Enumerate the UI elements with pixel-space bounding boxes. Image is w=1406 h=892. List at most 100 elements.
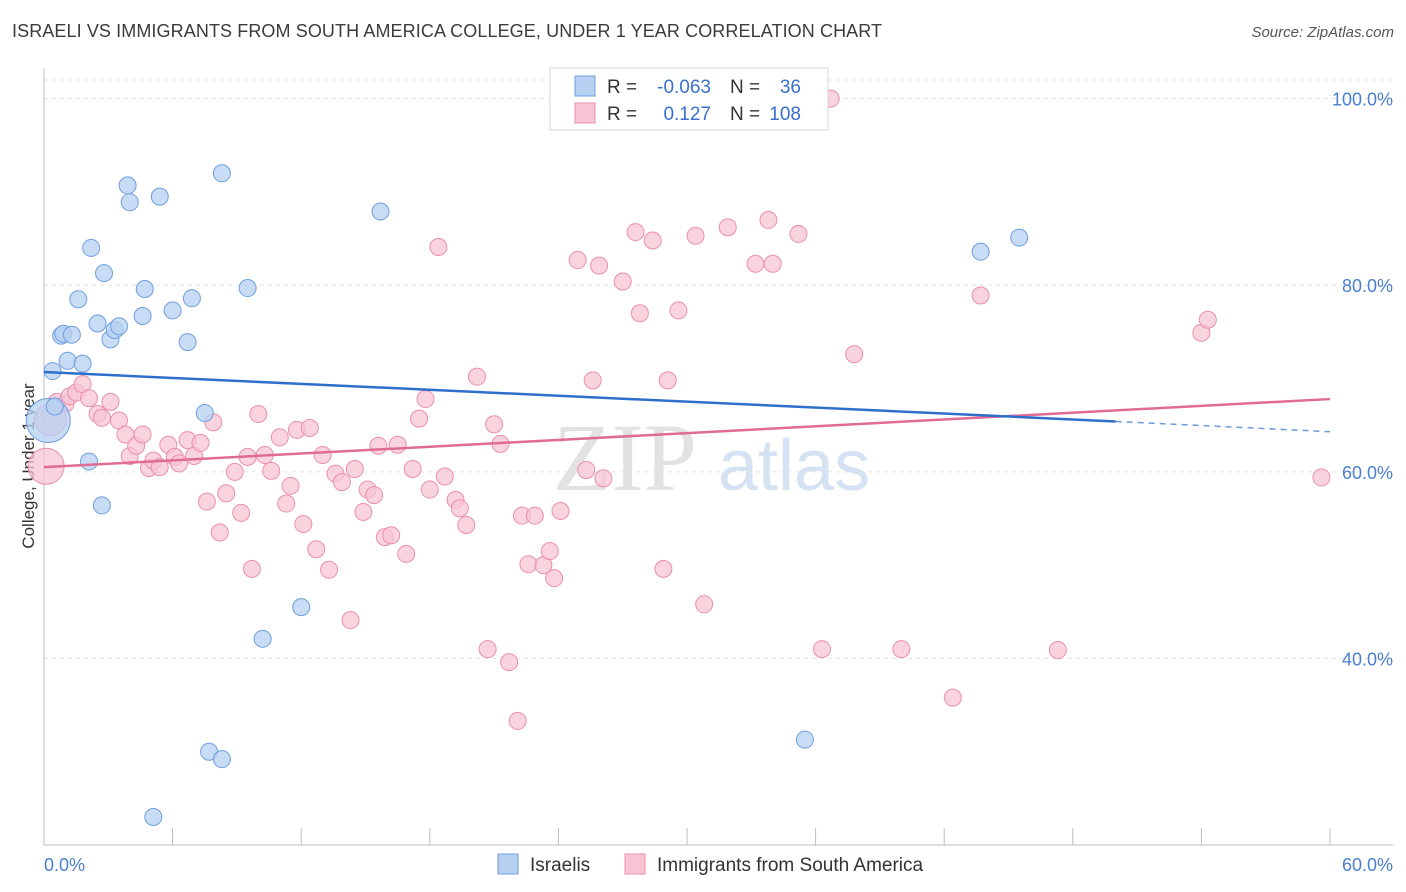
immigrants-point xyxy=(416,390,435,409)
israelis-point xyxy=(80,452,99,471)
immigrants-point xyxy=(759,210,778,229)
israelis-point xyxy=(150,187,169,206)
immigrants-point xyxy=(92,408,111,427)
israelis-point xyxy=(118,176,137,195)
immigrants-point xyxy=(429,237,448,256)
immigrants-point xyxy=(80,389,99,408)
immigrants-point xyxy=(508,711,527,730)
immigrants-point xyxy=(478,640,497,659)
israelis-point xyxy=(95,264,114,283)
immigrants-point xyxy=(971,286,990,305)
immigrants-point xyxy=(232,503,251,522)
immigrants-point xyxy=(845,345,864,364)
y-tick-label: 60.0% xyxy=(1342,463,1393,483)
immigrants-point xyxy=(320,560,339,579)
immigrants-point xyxy=(519,555,538,574)
immigrants-point xyxy=(583,371,602,390)
immigrants-point xyxy=(388,435,407,454)
israelis-point xyxy=(292,598,311,617)
immigrants-point xyxy=(467,367,486,386)
israelis-point xyxy=(110,317,129,336)
immigrants-point xyxy=(170,454,189,473)
immigrants-point xyxy=(613,272,632,291)
watermark-atlas: atlas xyxy=(718,426,870,506)
immigrants-point xyxy=(718,218,737,237)
immigrants-point xyxy=(892,640,911,659)
immigrants-point xyxy=(307,540,326,559)
bottom-legend-swatch-israelis xyxy=(497,853,519,875)
immigrants-point xyxy=(300,418,319,437)
immigrants-point xyxy=(242,559,261,578)
israelis-point xyxy=(62,325,81,344)
legend-swatch-israelis xyxy=(574,75,596,97)
legend-n-label-1: N = xyxy=(730,77,760,98)
israelis-point xyxy=(82,238,101,257)
immigrants-point xyxy=(551,502,570,521)
stats-legend-box xyxy=(549,67,829,131)
immigrants-point xyxy=(354,502,373,521)
israelis-trend-line xyxy=(43,370,1116,423)
immigrants-point xyxy=(457,516,476,535)
israelis-point xyxy=(212,164,231,183)
immigrants-point xyxy=(101,392,120,411)
immigrants-point xyxy=(1312,468,1331,487)
immigrants-point xyxy=(577,460,596,479)
israelis-point xyxy=(795,730,814,749)
israelis-point xyxy=(182,289,201,308)
immigrants-point xyxy=(197,492,216,511)
legend-r-value-2: 0.127 xyxy=(663,104,711,125)
israelis-point xyxy=(92,496,111,515)
israelis-trend-extension xyxy=(1115,420,1331,433)
israelis-point xyxy=(88,314,107,333)
y-tick-label: 40.0% xyxy=(1342,649,1393,669)
legend-r-value-1: -0.063 xyxy=(657,77,711,98)
bottom-legend-swatch-immigrants xyxy=(624,853,646,875)
immigrants-point xyxy=(382,526,401,545)
immigrants-point xyxy=(658,371,677,390)
immigrants-point xyxy=(133,425,152,444)
immigrants-point xyxy=(763,254,782,273)
bottom-legend-immigrants: Immigrants from South America xyxy=(657,855,924,876)
stats-legend: R = -0.063 N = 36 R = 0.127 N = 108 xyxy=(549,67,829,131)
immigrants-point xyxy=(150,458,169,477)
immigrants-point xyxy=(669,301,688,320)
immigrants-point xyxy=(485,415,504,434)
immigrants-point xyxy=(594,469,613,488)
immigrants-trend-line xyxy=(43,397,1331,469)
y-tick-labels: 40.0% 60.0% 80.0% 100.0% xyxy=(1332,90,1393,670)
immigrants-point xyxy=(277,494,296,513)
israelis-point xyxy=(45,397,64,416)
y-tick-label: 80.0% xyxy=(1342,276,1393,296)
immigrants-point xyxy=(281,476,300,495)
immigrants-point xyxy=(746,254,765,273)
immigrants-point xyxy=(397,544,416,563)
series-israelis-points xyxy=(25,164,1029,827)
israelis-point xyxy=(371,202,390,221)
immigrants-point xyxy=(332,473,351,492)
immigrants-point xyxy=(369,436,388,455)
israelis-point xyxy=(178,333,197,352)
chart-title: ISRAELI VS IMMIGRANTS FROM SOUTH AMERICA… xyxy=(12,21,883,41)
legend-swatch-immigrants xyxy=(574,102,596,124)
series-legend: Israelis Immigrants from South America xyxy=(497,853,924,876)
immigrants-point xyxy=(313,446,332,465)
israelis-point xyxy=(238,279,257,298)
immigrants-point xyxy=(1198,310,1217,329)
immigrants-point xyxy=(626,223,645,242)
immigrants-point xyxy=(545,569,564,588)
immigrants-point xyxy=(540,542,559,561)
immigrants-point xyxy=(210,523,229,542)
legend-r-label-2: R = xyxy=(607,104,637,125)
israelis-point xyxy=(253,629,272,648)
y-tick-label: 100.0% xyxy=(1332,90,1393,110)
israelis-point xyxy=(971,242,990,261)
immigrants-point xyxy=(500,653,519,672)
immigrants-point xyxy=(225,462,244,481)
immigrants-point xyxy=(1048,641,1067,660)
watermark-zip: ZIP xyxy=(553,404,697,511)
immigrants-point xyxy=(294,515,313,534)
israelis-point xyxy=(69,290,88,309)
bottom-legend-israelis: Israelis xyxy=(530,855,590,876)
trend-lines xyxy=(43,370,1331,469)
